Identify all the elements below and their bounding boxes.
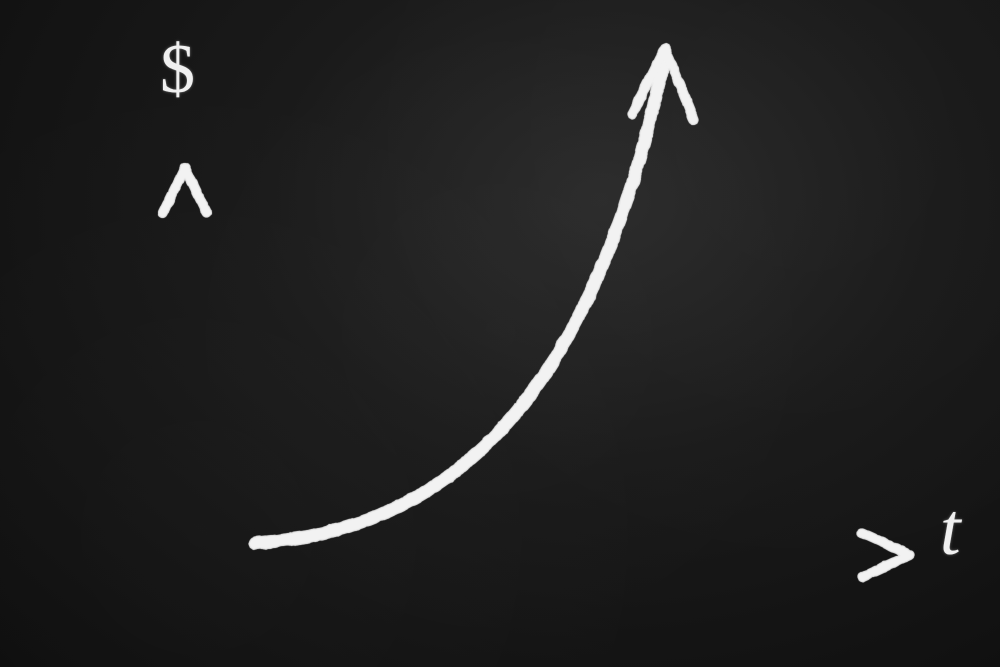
growth-curve bbox=[255, 55, 665, 543]
chalkboard-chart bbox=[0, 0, 1000, 667]
y-axis-label: $ bbox=[160, 30, 195, 110]
x-axis-label: t bbox=[940, 488, 961, 573]
